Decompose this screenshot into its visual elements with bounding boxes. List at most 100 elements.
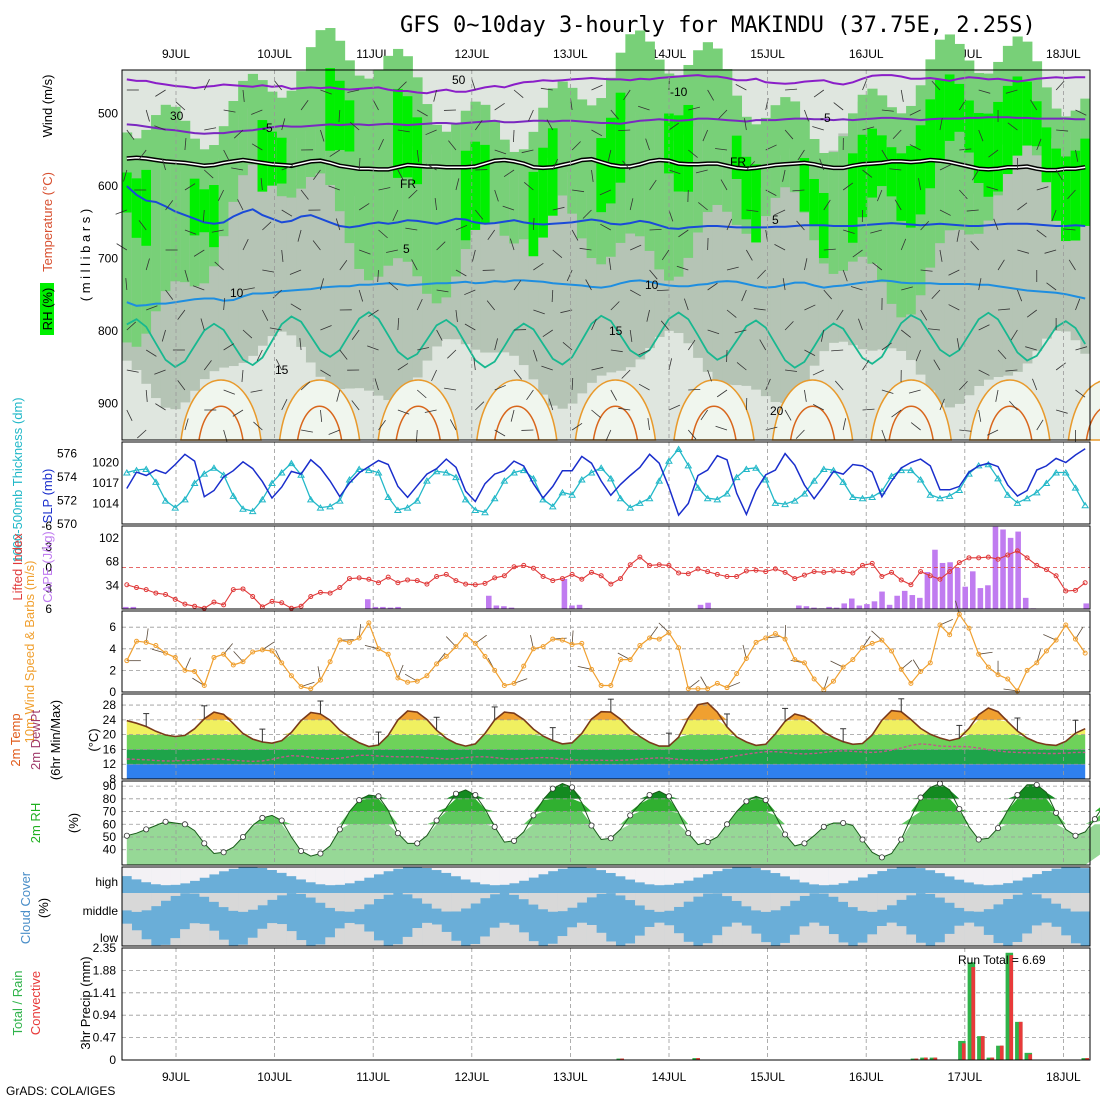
cape-bar [705, 602, 711, 609]
lifted-index-point [385, 574, 391, 580]
cloud-cell [393, 867, 404, 869]
cloud-panel-frame [121, 866, 1091, 947]
cloud-cell [770, 893, 781, 911]
cloud-cell [780, 893, 791, 907]
wind-barb [513, 369, 522, 380]
precip-convective-bar [1085, 1058, 1089, 1060]
cape-bar [909, 595, 916, 609]
wind-barb [1036, 229, 1047, 238]
thickness-point [616, 494, 625, 502]
thickness-point [781, 500, 789, 508]
wind-barb [145, 109, 150, 122]
thickness-point [1061, 468, 1070, 476]
wind-speed-line [126, 612, 1086, 693]
wind-barb [417, 347, 430, 351]
wind-speed-point [966, 625, 972, 631]
wind-barb [735, 84, 747, 91]
cloud-cell [238, 893, 249, 912]
cloud-cell [673, 933, 684, 946]
wind-barb [552, 206, 565, 211]
surface-warm-dome [377, 379, 460, 441]
cloud-cell [954, 893, 965, 908]
wind-barb [920, 269, 933, 272]
thickness-point [268, 479, 276, 486]
wind-barb [676, 265, 689, 271]
cloud-cell [557, 867, 568, 869]
wind-barb [804, 304, 816, 311]
wind-barb [804, 349, 816, 356]
wind-barb [184, 138, 187, 151]
cloud-cell [789, 934, 800, 946]
wind-barb [910, 422, 921, 431]
rh2m-point [801, 840, 808, 847]
rh-green-cell [451, 124, 462, 277]
cloud-cell [799, 867, 810, 883]
wind-barb [948, 269, 960, 276]
cloud-cell [218, 939, 229, 946]
cloud-layer-label: low [100, 931, 118, 945]
cloud-cell [364, 893, 374, 905]
cape-bar [886, 604, 893, 609]
thickness-point [761, 476, 770, 483]
rh2m-point [878, 854, 885, 861]
wind-barb [986, 186, 999, 191]
cloud-cell [209, 893, 220, 902]
rh2m-point [588, 822, 595, 829]
rh-shade-cell [499, 144, 510, 353]
cloud-cell [480, 867, 491, 885]
cloud-cell [228, 867, 239, 869]
wind-barb [915, 349, 921, 362]
rh-shade-cell [993, 168, 1004, 378]
cape-panel-frame [121, 525, 1091, 610]
cloud-cell [305, 867, 316, 883]
wind-barb [607, 149, 612, 162]
rh2m-point [549, 785, 556, 792]
wind-barb [320, 325, 332, 331]
cloud-cell [954, 925, 965, 946]
wind-barb [757, 269, 767, 279]
cloud-cell [334, 893, 345, 912]
wind-barb [300, 100, 309, 111]
thickness-point [413, 497, 422, 504]
thickness-point [500, 477, 509, 484]
dewpoint-line [126, 743, 1086, 763]
rh2m-point [956, 806, 963, 813]
cloud-cell [170, 938, 181, 946]
wind-barb [241, 369, 244, 382]
rh-green-cell [315, 30, 326, 174]
wind-barb [184, 183, 196, 191]
cloud-cell [489, 867, 500, 886]
rh-shade-cell [780, 155, 791, 403]
wind-barb [510, 409, 515, 422]
cloud-cell [1012, 893, 1023, 895]
lifted-index-point [308, 594, 314, 600]
cloud-cell [528, 941, 539, 946]
cloud-cell [451, 893, 462, 912]
cloud-cell [877, 867, 888, 872]
credit-text: GrADS: COLA/IGES [6, 1084, 115, 1098]
wind-barb [623, 89, 631, 101]
wind-barb [909, 144, 921, 151]
rh-legend-swatch [40, 283, 54, 335]
wind-speed-point [163, 650, 169, 656]
rh-bright-cell [480, 144, 491, 225]
chart-title: GFS 0~10day 3-hourly for MAKINDU (37.75E… [400, 13, 1036, 38]
wind-barb [242, 89, 245, 102]
temp-20-contour [888, 405, 934, 441]
wind-speed-point [956, 611, 962, 617]
wind-barb [1046, 282, 1057, 291]
cloud-cell [431, 867, 442, 871]
lifted-index-point [221, 602, 227, 608]
thickness-point [335, 497, 344, 504]
precip-tick: 1.41 [93, 986, 117, 1000]
cloud-cell [441, 931, 452, 946]
cloud-cell [451, 867, 462, 877]
wind-barb [541, 365, 553, 371]
wind-speed-point [259, 647, 265, 653]
rh2m-color-band [126, 798, 1100, 812]
cloud-cell [789, 893, 800, 901]
wind-speed-point [889, 648, 895, 654]
cloud-cell [731, 893, 742, 901]
wind-barb [405, 227, 418, 231]
wind-speed-point [656, 636, 662, 642]
